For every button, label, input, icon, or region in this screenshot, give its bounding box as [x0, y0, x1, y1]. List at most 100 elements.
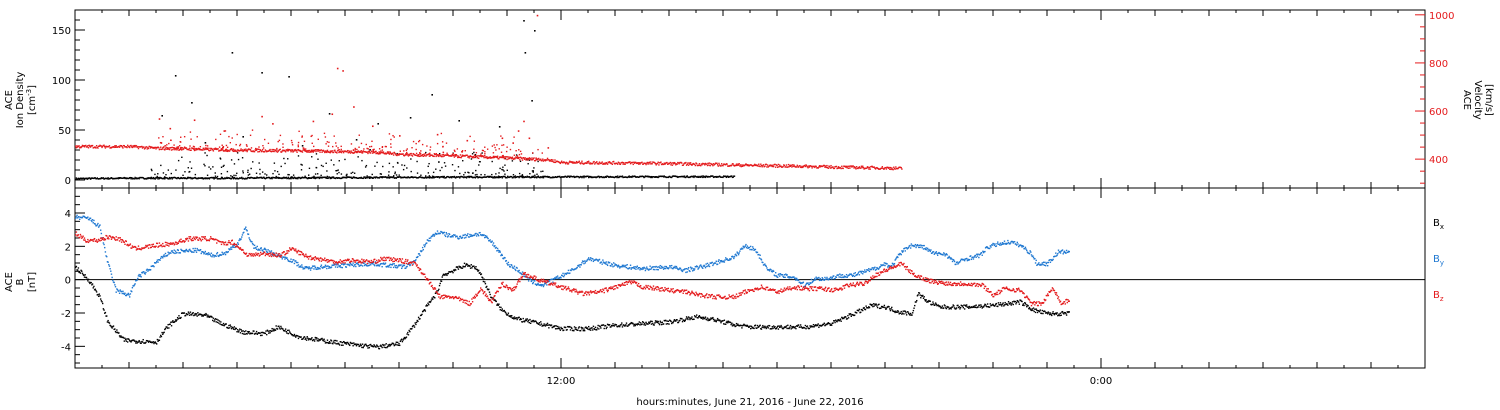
- data-point: [131, 146, 134, 149]
- data-point: [1053, 313, 1056, 316]
- data-point: [982, 306, 985, 308]
- top-series-density: [75, 20, 736, 181]
- data-point: [143, 271, 145, 273]
- data-point: [795, 166, 798, 168]
- data-point: [762, 324, 764, 327]
- data-point: [432, 298, 434, 300]
- data-point: [131, 287, 134, 289]
- data-point: [171, 250, 173, 252]
- data-point: [221, 251, 223, 254]
- data-point: [324, 266, 326, 268]
- data-point: [419, 152, 421, 154]
- data-point: [308, 167, 311, 170]
- data-point: [354, 149, 356, 151]
- data-point: [400, 264, 402, 266]
- data-point: [482, 149, 485, 152]
- data-point: [261, 148, 264, 151]
- data-point: [837, 319, 840, 321]
- data-point: [382, 344, 385, 346]
- data-point: [236, 172, 238, 174]
- data-point: [402, 153, 404, 155]
- data-point: [431, 175, 434, 177]
- data-point: [1010, 304, 1012, 306]
- data-point: [311, 149, 313, 151]
- data-point: [350, 150, 352, 152]
- data-point: [152, 176, 155, 179]
- data-point: [484, 153, 486, 155]
- data-point: [195, 313, 198, 315]
- data-point: [167, 148, 169, 150]
- data-point: [1020, 299, 1022, 302]
- data-point: [103, 144, 105, 146]
- data-point: [249, 238, 251, 241]
- data-point: [731, 164, 733, 166]
- data-point: [629, 323, 632, 325]
- data-point: [210, 255, 212, 257]
- data-point: [293, 149, 296, 151]
- data-point: [410, 158, 412, 160]
- data-point: [364, 177, 366, 179]
- data-point: [275, 325, 277, 327]
- data-point: [190, 250, 192, 253]
- data-point: [476, 176, 479, 178]
- data-point: [215, 255, 217, 258]
- data-point: [841, 165, 843, 167]
- data-point: [766, 166, 768, 168]
- data-point: [958, 306, 960, 308]
- data-point: [641, 161, 643, 164]
- data-point: [965, 305, 967, 307]
- data-point: [293, 177, 295, 179]
- data-point: [400, 339, 402, 341]
- data-point: [236, 150, 238, 153]
- data-point: [165, 146, 167, 149]
- data-point: [959, 308, 961, 310]
- data-point: [141, 341, 144, 343]
- data-point: [785, 164, 788, 166]
- data-point: [464, 171, 466, 174]
- data-point: [469, 155, 472, 157]
- data-point: [525, 319, 528, 322]
- data-point: [360, 142, 363, 145]
- data-point: [203, 163, 205, 166]
- data-point: [440, 280, 443, 282]
- data-point: [937, 304, 940, 306]
- data-point: [627, 325, 629, 327]
- data-point: [370, 145, 373, 148]
- data-point: [729, 321, 732, 324]
- data-point: [227, 327, 229, 329]
- data-point: [380, 262, 383, 265]
- data-point: [191, 177, 193, 179]
- data-point: [542, 160, 545, 162]
- data-point: [294, 176, 296, 179]
- data-point: [220, 178, 222, 180]
- data-point: [381, 146, 384, 149]
- data-point: [830, 164, 832, 167]
- data-point: [1009, 303, 1011, 305]
- data-point: [690, 317, 692, 320]
- data-point: [507, 264, 509, 266]
- data-point: [486, 157, 489, 160]
- data-point: [889, 309, 892, 312]
- data-point: [698, 314, 701, 317]
- data-point: [301, 136, 303, 138]
- data-point: [448, 233, 451, 236]
- data-point: [502, 166, 504, 168]
- data-point: [544, 325, 547, 327]
- data-point-spike: [528, 137, 531, 140]
- data-point: [487, 237, 489, 240]
- data-point: [205, 148, 207, 151]
- data-point: [524, 319, 526, 322]
- data-point: [305, 339, 308, 341]
- data-point: [772, 327, 774, 330]
- data-point: [188, 171, 190, 173]
- data-point: [420, 150, 422, 152]
- data-point: [450, 235, 453, 238]
- data-point: [572, 161, 574, 163]
- bottom-axis-tick-label: -4: [61, 342, 71, 353]
- data-point: [575, 162, 577, 164]
- data-point: [180, 149, 183, 151]
- data-point: [173, 249, 175, 251]
- data-point: [245, 149, 248, 152]
- data-point: [218, 255, 220, 258]
- data-point: [384, 262, 387, 264]
